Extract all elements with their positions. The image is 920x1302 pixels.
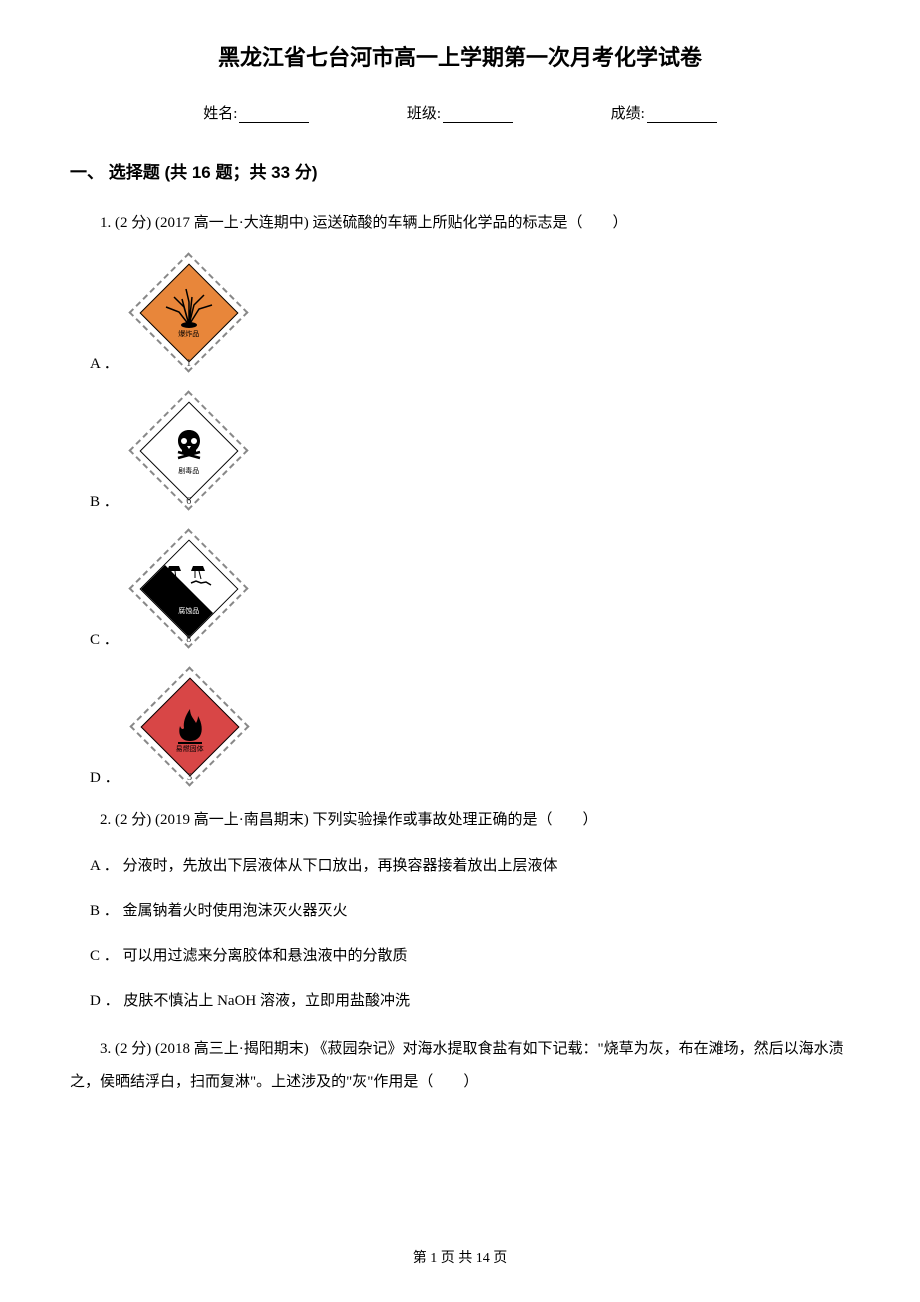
student-meta-line: 姓名: 班级: 成绩: — [70, 102, 850, 123]
sign-d-number: 3 — [130, 772, 250, 783]
q3-stem: 3. (2 分) (2018 高三上·揭阳期末) 《菽园杂记》对海水提取食盐有如… — [70, 1033, 850, 1099]
q2-choice-b: B ． 金属钠着火时使用泡沫灭火器灭火 — [90, 898, 850, 925]
q1-choice-d: D ． 易燃固体 3 — [90, 667, 850, 787]
q1-choice-c: C ． 腐蚀品 8 — [90, 529, 850, 649]
q2-choice-c: C ． 可以用过滤来分离胶体和悬浊液中的分散质 — [90, 943, 850, 970]
class-blank — [443, 107, 513, 123]
q1-choice-b: B ． 剧毒品 6 — [90, 391, 850, 511]
page-footer: 第 1 页 共 14 页 — [70, 1247, 850, 1267]
score-label: 成绩: — [611, 102, 645, 123]
choice-label-a: A ． — [90, 352, 119, 373]
hazard-sign-corrosive-icon: 腐蚀品 8 — [129, 529, 249, 649]
sign-c-number: 8 — [129, 634, 249, 645]
q1-choice-a: A ． 爆炸品 1 — [90, 253, 850, 373]
sign-b-label: 剧毒品 — [178, 466, 199, 476]
hazard-sign-toxic-icon: 剧毒品 6 — [129, 391, 249, 511]
name-blank — [239, 107, 309, 123]
score-blank — [647, 107, 717, 123]
choice-label-b: B ． — [90, 490, 119, 511]
hazard-sign-flammable-icon: 易燃固体 3 — [130, 667, 250, 787]
sign-d-label: 易燃固体 — [176, 744, 204, 754]
explosion-icon — [164, 287, 214, 332]
exam-title: 黑龙江省七台河市高一上学期第一次月考化学试卷 — [70, 40, 850, 72]
sign-b-number: 6 — [129, 496, 249, 507]
sign-a-number: 1 — [129, 358, 249, 369]
hazard-sign-explosive-icon: 爆炸品 1 — [129, 253, 249, 373]
name-label: 姓名: — [203, 102, 237, 123]
flame-icon — [170, 701, 210, 746]
section-header: 一、 选择题 (共 16 题；共 33 分) — [70, 158, 850, 183]
skull-icon — [170, 426, 208, 464]
q1-stem: 1. (2 分) (2017 高一上·大连期中) 运送硫酸的车辆上所贴化学品的标… — [70, 208, 850, 238]
q2-choice-d: D ． 皮肤不慎沾上 NaOH 溶液，立即用盐酸冲洗 — [90, 988, 850, 1015]
corrosion-icon — [161, 563, 216, 603]
q2-choice-a: A ． 分液时，先放出下层液体从下口放出，再换容器接着放出上层液体 — [90, 853, 850, 880]
choice-label-d: D ． — [90, 766, 120, 787]
sign-a-label: 爆炸品 — [178, 329, 199, 339]
choice-label-c: C ． — [90, 628, 119, 649]
q2-stem: 2. (2 分) (2019 高一上·南昌期末) 下列实验操作或事故处理正确的是… — [70, 805, 850, 835]
class-label: 班级: — [407, 102, 441, 123]
sign-c-label: 腐蚀品 — [178, 606, 199, 616]
